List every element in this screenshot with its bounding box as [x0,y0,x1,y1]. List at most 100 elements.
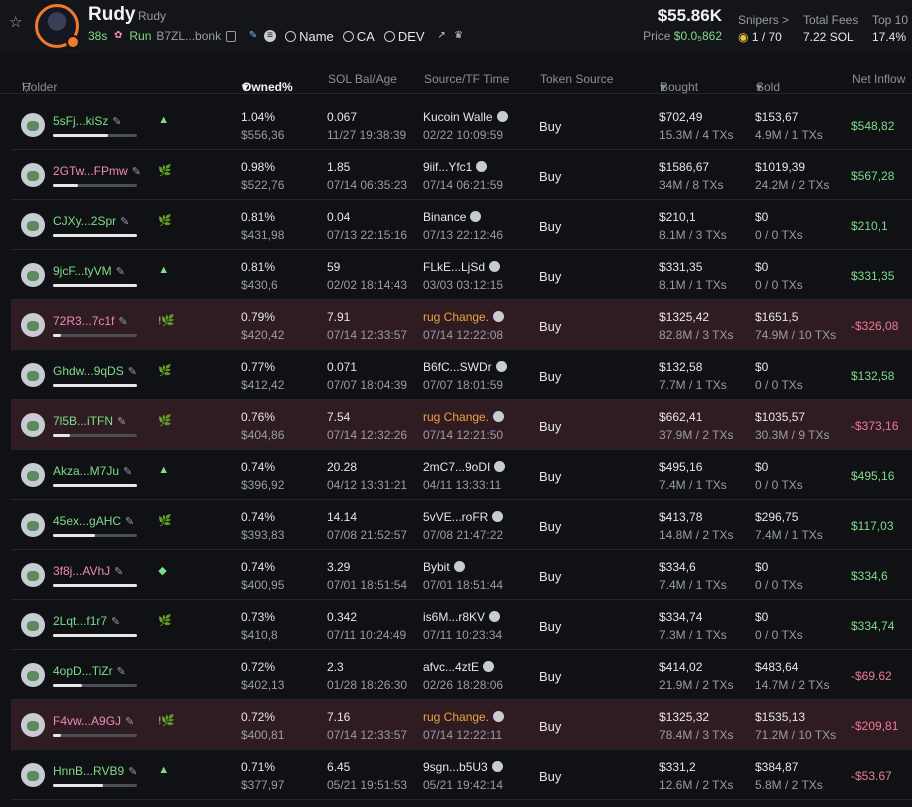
holder-avatar[interactable] [21,163,45,187]
edit-icon[interactable]: ✎ [127,366,137,378]
edit-icon[interactable]: ✎ [128,766,138,778]
table-row[interactable]: F4vw...A9GJ ✎ !🌿 0.72% $400,81 7.16 07/14 12:3… [11,700,912,750]
table-row[interactable]: CJXy...2Spr ✎ 🌿 0.81% $431,98 0.04 07/13 22:15… [11,200,912,250]
holder-avatar[interactable] [21,363,45,387]
holder-avatar[interactable] [21,413,45,437]
wallet-age: 01/28 18:26:30 [327,678,408,692]
funding-source[interactable]: is6M...r8KV [423,610,501,624]
table-row[interactable]: 5sFj...kiSz ✎ ▲ 1.04% $556,36 0.067 11/27 19:3… [11,100,912,150]
feather-icon[interactable]: ✎ [248,30,258,41]
search-name-chip[interactable]: Name [285,29,334,44]
holder-avatar[interactable] [21,613,45,637]
holder-address[interactable]: 2Lqt...f1r7 ✎ [53,614,121,628]
col-source[interactable]: Source/TF Time [424,72,510,86]
holder-address[interactable]: 4opD...TiZr ✎ [53,664,126,678]
run-icon: ✿ [114,30,123,41]
edit-icon[interactable]: ✎ [125,516,135,528]
funding-source[interactable]: rug Change. [423,710,505,724]
edit-icon[interactable]: ✎ [116,666,126,678]
search-ca-chip[interactable]: CA [342,29,375,44]
token-avatar[interactable] [35,4,80,49]
funding-source[interactable]: FLkE...LjSd [423,260,501,274]
table-row[interactable]: Akza...M7Ju ✎ ▲ 0.74% $396,92 20.28 04/12 13:3… [11,450,912,500]
edit-icon[interactable]: ✎ [115,266,125,278]
owned-percent: 0.74% [241,510,276,524]
col-net-inflow[interactable]: Net Inflow [852,72,906,86]
holder-address[interactable]: 7l5B...iTFN ✎ [53,414,127,428]
edit-icon[interactable]: ✎ [118,316,128,328]
crown-icon[interactable]: ♛ [454,30,464,41]
edit-icon[interactable]: ✎ [114,566,124,578]
search-icon [342,30,354,42]
table-row[interactable]: 72R3...7c1f ✎ !🌿 0.79% $420,42 7.91 07/14 12:3… [11,300,912,350]
snipers-value: ◉ 1 / 70 [738,30,782,44]
table-row[interactable]: 3f8j...AVhJ ✎ ◆ 0.74% $400,95 3.29 07/01 18:51… [11,550,912,600]
edit-icon[interactable]: ✎ [117,416,127,428]
favorite-star-icon[interactable]: ☆ [9,14,23,31]
holder-address[interactable]: 2GTw...FPmw ✎ [53,164,141,178]
funding-source[interactable]: 5vVE...roFR [423,510,504,524]
net-inflow: $331,35 [851,269,895,283]
holder-address[interactable]: Akza...M7Ju ✎ [53,464,133,478]
holder-avatar[interactable] [21,463,45,487]
holder-avatar[interactable] [21,563,45,587]
external-link-icon[interactable]: ↗ [437,30,446,41]
holder-address[interactable]: Ghdw...9qDS ✎ [53,364,137,378]
holder-avatar[interactable] [21,263,45,287]
holder-avatar[interactable] [21,313,45,337]
holder-address[interactable]: F4vw...A9GJ ✎ [53,714,135,728]
holder-avatar[interactable] [21,713,45,737]
bought-usd: $331,2 [659,760,696,774]
holder-avatar[interactable] [21,513,45,537]
holder-address[interactable]: 5sFj...kiSz ✎ [53,114,122,128]
funding-source[interactable]: rug Change. [423,410,505,424]
sort-down-icon: ▾ [756,80,763,94]
col-sol-bal[interactable]: SOL Bal/Age [328,72,397,86]
holder-address[interactable]: 3f8j...AVhJ ✎ [53,564,124,578]
table-row[interactable]: HnnB...RVB9 ✎ ▲ 0.71% $377,97 6.45 05/21 19:51… [11,750,912,800]
holder-address[interactable]: 9jcF...tyVM ✎ [53,264,125,278]
snipers-label[interactable]: Snipers > [738,13,790,27]
table-row[interactable]: 4opD...TiZr ✎ 0.72% $402,13 2.3 01/28 18:26:3… [11,650,912,700]
table-row[interactable]: 45ex...gAHC ✎ 🌿 0.74% $393,83 14.14 07/08 21:5… [11,500,912,550]
funding-source[interactable]: B6fC...SWDr [423,360,507,374]
wallet-tag-icon: ▲ [158,764,170,776]
edit-icon[interactable]: ✎ [112,116,122,128]
edit-icon[interactable]: ✎ [131,166,141,178]
edit-icon[interactable]: ✎ [123,466,133,478]
table-row[interactable]: 9jcF...tyVM ✎ ▲ 0.81% $430,6 59 02/02 18:14:43… [11,250,912,300]
holding-bar [53,334,137,337]
edit-icon[interactable]: ✎ [120,216,130,228]
edit-icon[interactable]: ✎ [125,716,135,728]
funding-source[interactable]: Kucoin Wallе [423,110,508,124]
search-dev-chip[interactable]: DEV [383,29,425,44]
table-row[interactable]: 7l5B...iTFN ✎ 🌿 0.76% $404,86 7.54 07/14 12:32… [11,400,912,450]
holder-avatar[interactable] [21,113,45,137]
holder-avatar[interactable] [21,763,45,787]
funding-source[interactable]: 2mC7...9oDI [423,460,506,474]
holder-avatar[interactable] [21,663,45,687]
funding-source[interactable]: Bybit [423,560,465,574]
holder-avatar[interactable] [21,213,45,237]
table-row[interactable]: 2Lqt...f1r7 ✎ 🌿 0.73% $410,8 0.342 07/11 10:24… [11,600,912,650]
token-site-icon[interactable]: ≡ [264,30,277,42]
funding-source[interactable]: Binance [423,210,482,224]
edit-icon[interactable]: ✎ [111,616,121,628]
contract-address[interactable]: B7ZL...bonk [156,29,222,43]
holder-address[interactable]: 45ex...gAHC ✎ [53,514,135,528]
sold-detail: 0 / 0 TXs [755,278,803,292]
copy-icon[interactable] [226,30,237,42]
holder-address[interactable]: HnnB...RVB9 ✎ [53,764,138,778]
funding-source[interactable]: rug Change. [423,310,505,324]
funding-source[interactable]: 9sgn...b5U3 [423,760,503,774]
funding-source[interactable]: 9iif...Yfc1 [423,160,488,174]
holder-address[interactable]: CJXy...2Spr ✎ [53,214,130,228]
source-info-icon [489,611,501,622]
sold-detail: 0 / 0 TXs [755,478,803,492]
funding-source[interactable]: afvc...4ztE [423,660,495,674]
holder-address[interactable]: 72R3...7c1f ✎ [53,314,128,328]
table-row[interactable]: 2GTw...FPmw ✎ 🌿 0.98% $522,76 1.85 07/14 06:35… [11,150,912,200]
col-token-source[interactable]: Token Source [540,72,614,86]
sold-detail: 14.7M / 2 TXs [755,678,830,692]
table-row[interactable]: Ghdw...9qDS ✎ 🌿 0.77% $412,42 0.071 07/07 18:0… [11,350,912,400]
